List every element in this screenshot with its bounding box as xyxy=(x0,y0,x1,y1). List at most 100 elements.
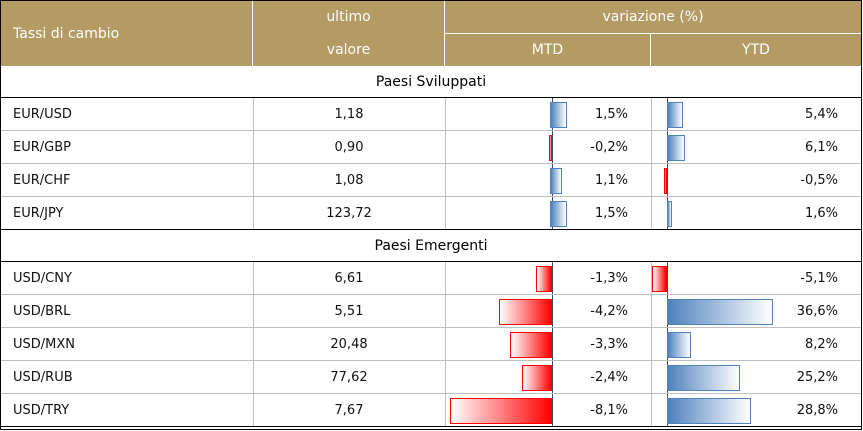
currency-pair: USD/RUB xyxy=(13,369,73,385)
mtd-value: 1,5% xyxy=(594,106,628,122)
column-divider xyxy=(253,295,254,327)
ytd-bar xyxy=(667,102,683,128)
header-col-value-line1: ultimo xyxy=(326,9,371,26)
header-col-name: Tassi di cambio xyxy=(1,1,253,66)
column-divider xyxy=(253,131,254,163)
column-divider xyxy=(445,197,446,229)
column-divider xyxy=(445,295,446,327)
column-divider xyxy=(253,197,254,229)
table-row: EUR/JPY 123,72 1,5% 1,6% xyxy=(1,197,861,230)
last-value: 6,61 xyxy=(334,270,364,286)
last-value: 7,67 xyxy=(334,402,364,418)
mtd-bar xyxy=(549,135,552,161)
table-row: EUR/USD 1,18 1,5% 5,4% xyxy=(1,98,861,131)
column-divider xyxy=(253,394,254,426)
table-row: USD/TRY 7,67 -8,1% 28,8% xyxy=(1,394,861,427)
currency-pair: EUR/CHF xyxy=(13,172,71,188)
last-value: 20,48 xyxy=(330,336,368,352)
mtd-value: -8,1% xyxy=(590,402,628,418)
table-row: USD/CNY 6,61 -1,3% -5,1% xyxy=(1,262,861,295)
column-divider xyxy=(445,164,446,196)
mtd-value: -0,2% xyxy=(590,139,628,155)
column-divider xyxy=(651,328,652,360)
last-value: 123,72 xyxy=(326,205,372,221)
section-header: Paesi Emergenti xyxy=(1,230,861,262)
column-divider xyxy=(651,197,652,229)
mtd-axis xyxy=(552,295,553,327)
currency-pair: EUR/GBP xyxy=(13,139,71,155)
ytd-value: 36,6% xyxy=(796,303,838,319)
ytd-bar xyxy=(667,332,691,358)
mtd-axis xyxy=(552,262,553,294)
ytd-value: -0,5% xyxy=(800,172,838,188)
mtd-axis xyxy=(552,394,553,426)
column-divider xyxy=(253,262,254,294)
column-divider xyxy=(651,98,652,130)
header-col-name-label: Tassi di cambio xyxy=(13,25,120,42)
currency-pair: EUR/JPY xyxy=(13,205,64,221)
header-col-mtd: MTD xyxy=(445,34,651,66)
mtd-axis xyxy=(552,328,553,360)
ytd-value: 28,8% xyxy=(796,402,838,418)
column-divider xyxy=(253,98,254,130)
column-divider xyxy=(253,164,254,196)
column-divider xyxy=(651,361,652,393)
ytd-value: 8,2% xyxy=(804,336,838,352)
column-divider xyxy=(445,98,446,130)
section-header: Paesi Sviluppati xyxy=(1,66,861,98)
ytd-axis xyxy=(667,164,668,196)
mtd-value: 1,1% xyxy=(594,172,628,188)
header-col-value-line2: valore xyxy=(326,41,371,58)
ytd-bar xyxy=(667,201,672,227)
last-value: 0,90 xyxy=(334,139,364,155)
last-value: 5,51 xyxy=(334,303,364,319)
header-col-value: ultimo valore xyxy=(253,1,445,66)
currency-pair: USD/BRL xyxy=(13,303,71,319)
column-divider xyxy=(445,131,446,163)
column-divider xyxy=(651,131,652,163)
currency-pair: EUR/USD xyxy=(13,106,72,122)
mtd-bar xyxy=(550,168,563,194)
ytd-value: 25,2% xyxy=(796,369,838,385)
mtd-value: -2,4% xyxy=(590,369,628,385)
currency-pair: USD/TRY xyxy=(13,402,70,418)
mtd-axis xyxy=(552,361,553,393)
mtd-value: 1,5% xyxy=(594,205,628,221)
header-col-ytd: YTD xyxy=(651,34,861,66)
column-divider xyxy=(445,328,446,360)
table-row: USD/MXN 20,48 -3,3% 8,2% xyxy=(1,328,861,361)
mtd-bar xyxy=(510,332,552,358)
ytd-bar xyxy=(667,398,751,424)
currency-pair: USD/CNY xyxy=(13,270,72,286)
table-row: USD/BRL 5,51 -4,2% 36,6% xyxy=(1,295,861,328)
ytd-axis xyxy=(667,262,668,294)
section-title: Paesi Sviluppati xyxy=(375,73,487,90)
ytd-value: 6,1% xyxy=(804,139,838,155)
mtd-value: -4,2% xyxy=(590,303,628,319)
column-divider xyxy=(445,361,446,393)
ytd-value: 1,6% xyxy=(804,205,838,221)
column-divider xyxy=(253,328,254,360)
column-divider xyxy=(445,262,446,294)
mtd-value: -1,3% xyxy=(590,270,628,286)
ytd-bar xyxy=(667,135,685,161)
table-row: EUR/CHF 1,08 1,1% -0,5% xyxy=(1,164,861,197)
header-col-change: variazione (%) xyxy=(445,1,861,34)
column-divider xyxy=(651,262,652,294)
column-divider xyxy=(651,394,652,426)
table-row: USD/RUB 77,62 -2,4% 25,2% xyxy=(1,361,861,394)
ytd-bar xyxy=(667,365,741,391)
section-title: Paesi Emergenti xyxy=(374,237,488,254)
column-divider xyxy=(445,394,446,426)
currency-pair: USD/MXN xyxy=(13,336,76,352)
header-col-mtd-label: MTD xyxy=(531,42,564,58)
ytd-bar xyxy=(667,299,774,325)
mtd-bar xyxy=(499,299,552,325)
last-value: 1,08 xyxy=(334,172,364,188)
mtd-axis xyxy=(552,131,553,163)
ytd-value: -5,1% xyxy=(800,270,838,286)
last-value: 77,62 xyxy=(330,369,368,385)
last-value: 1,18 xyxy=(334,106,364,122)
mtd-value: -3,3% xyxy=(590,336,628,352)
